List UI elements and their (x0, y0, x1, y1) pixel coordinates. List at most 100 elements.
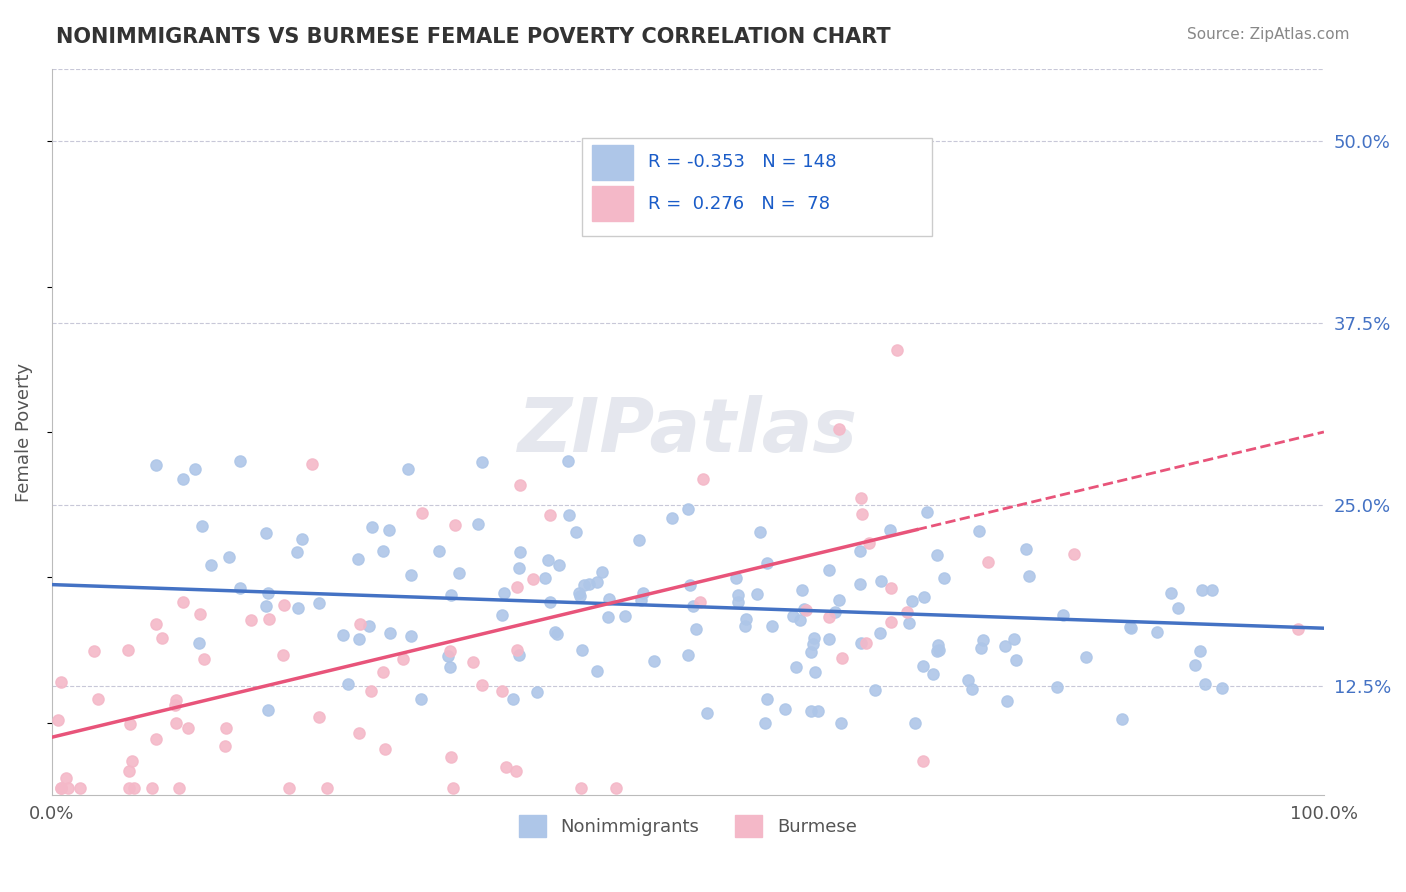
Point (214, 739, 236, 754)
Point (901, 593, 924, 607)
Text: ZIPatlas: ZIPatlas (517, 395, 858, 468)
Point (817, 563, 839, 577)
Point (165, 715, 187, 730)
Point (165, 693, 187, 707)
Point (633, 586, 655, 600)
Point (346, 552, 368, 566)
Point (960, 681, 983, 696)
Point (145, 617, 167, 632)
Point (896, 605, 918, 619)
Point (257, 703, 280, 717)
Point (692, 472, 714, 486)
Point (807, 704, 830, 718)
Point (994, 639, 1017, 653)
Point (734, 612, 756, 626)
Point (569, 589, 592, 603)
Point (509, 545, 531, 559)
Point (256, 586, 278, 600)
Point (967, 524, 990, 539)
Point (360, 684, 382, 698)
Point (48, 714, 70, 728)
Point (121, 754, 143, 768)
Point (1146, 624, 1168, 639)
Point (898, 615, 921, 630)
Point (1002, 632, 1025, 646)
Point (934, 571, 956, 585)
Point (49, 781, 72, 796)
Point (793, 602, 815, 616)
Point (357, 618, 380, 632)
Point (69, 781, 91, 796)
Point (586, 574, 609, 589)
Point (546, 626, 568, 640)
Bar (592, 145, 633, 179)
Point (801, 637, 824, 651)
Point (118, 781, 141, 796)
Y-axis label: Female Poverty: Female Poverty (15, 362, 32, 501)
Point (526, 685, 548, 699)
Point (49, 674, 72, 689)
Point (754, 715, 776, 730)
Point (254, 525, 277, 540)
Point (543, 624, 565, 639)
Point (818, 632, 841, 647)
Point (401, 568, 423, 582)
Point (569, 781, 592, 796)
Point (789, 614, 811, 628)
Point (378, 523, 401, 537)
Point (564, 524, 586, 539)
Point (492, 585, 515, 599)
Point (804, 665, 827, 679)
Point (977, 555, 1000, 569)
Point (172, 472, 194, 486)
Point (316, 781, 339, 796)
Point (572, 578, 595, 592)
Point (925, 548, 948, 562)
Point (301, 457, 323, 471)
Point (163, 698, 186, 712)
Point (118, 764, 141, 779)
Point (200, 558, 222, 572)
Point (676, 648, 699, 662)
Point (661, 511, 683, 525)
Point (830, 715, 852, 730)
Point (748, 524, 770, 539)
Point (558, 508, 581, 523)
FancyBboxPatch shape (582, 137, 932, 235)
Point (696, 706, 718, 720)
Point (904, 715, 927, 730)
Point (141, 781, 163, 796)
Point (851, 491, 873, 506)
Point (1167, 601, 1189, 615)
Point (337, 677, 360, 691)
Point (828, 592, 851, 607)
Point (444, 517, 467, 532)
Point (863, 683, 886, 698)
Point (957, 673, 980, 688)
Point (1184, 657, 1206, 672)
Point (287, 601, 309, 615)
Point (676, 502, 699, 516)
Point (630, 593, 652, 607)
Point (886, 343, 908, 358)
Point (849, 544, 872, 558)
Point (790, 583, 813, 598)
Point (429, 544, 451, 558)
Point (547, 558, 569, 572)
Point (508, 648, 530, 662)
Point (568, 586, 591, 600)
Point (391, 652, 413, 666)
Point (505, 764, 527, 778)
Point (1005, 653, 1028, 667)
Point (522, 572, 544, 586)
Point (679, 577, 702, 591)
Point (145, 731, 167, 746)
Point (724, 571, 747, 585)
Point (83, 644, 105, 658)
Text: R =  0.276   N =  78: R = 0.276 N = 78 (648, 194, 831, 212)
Text: Source: ZipAtlas.com: Source: ZipAtlas.com (1187, 27, 1350, 42)
Point (347, 726, 370, 740)
Point (447, 566, 470, 580)
Point (374, 742, 396, 756)
Point (911, 658, 934, 673)
